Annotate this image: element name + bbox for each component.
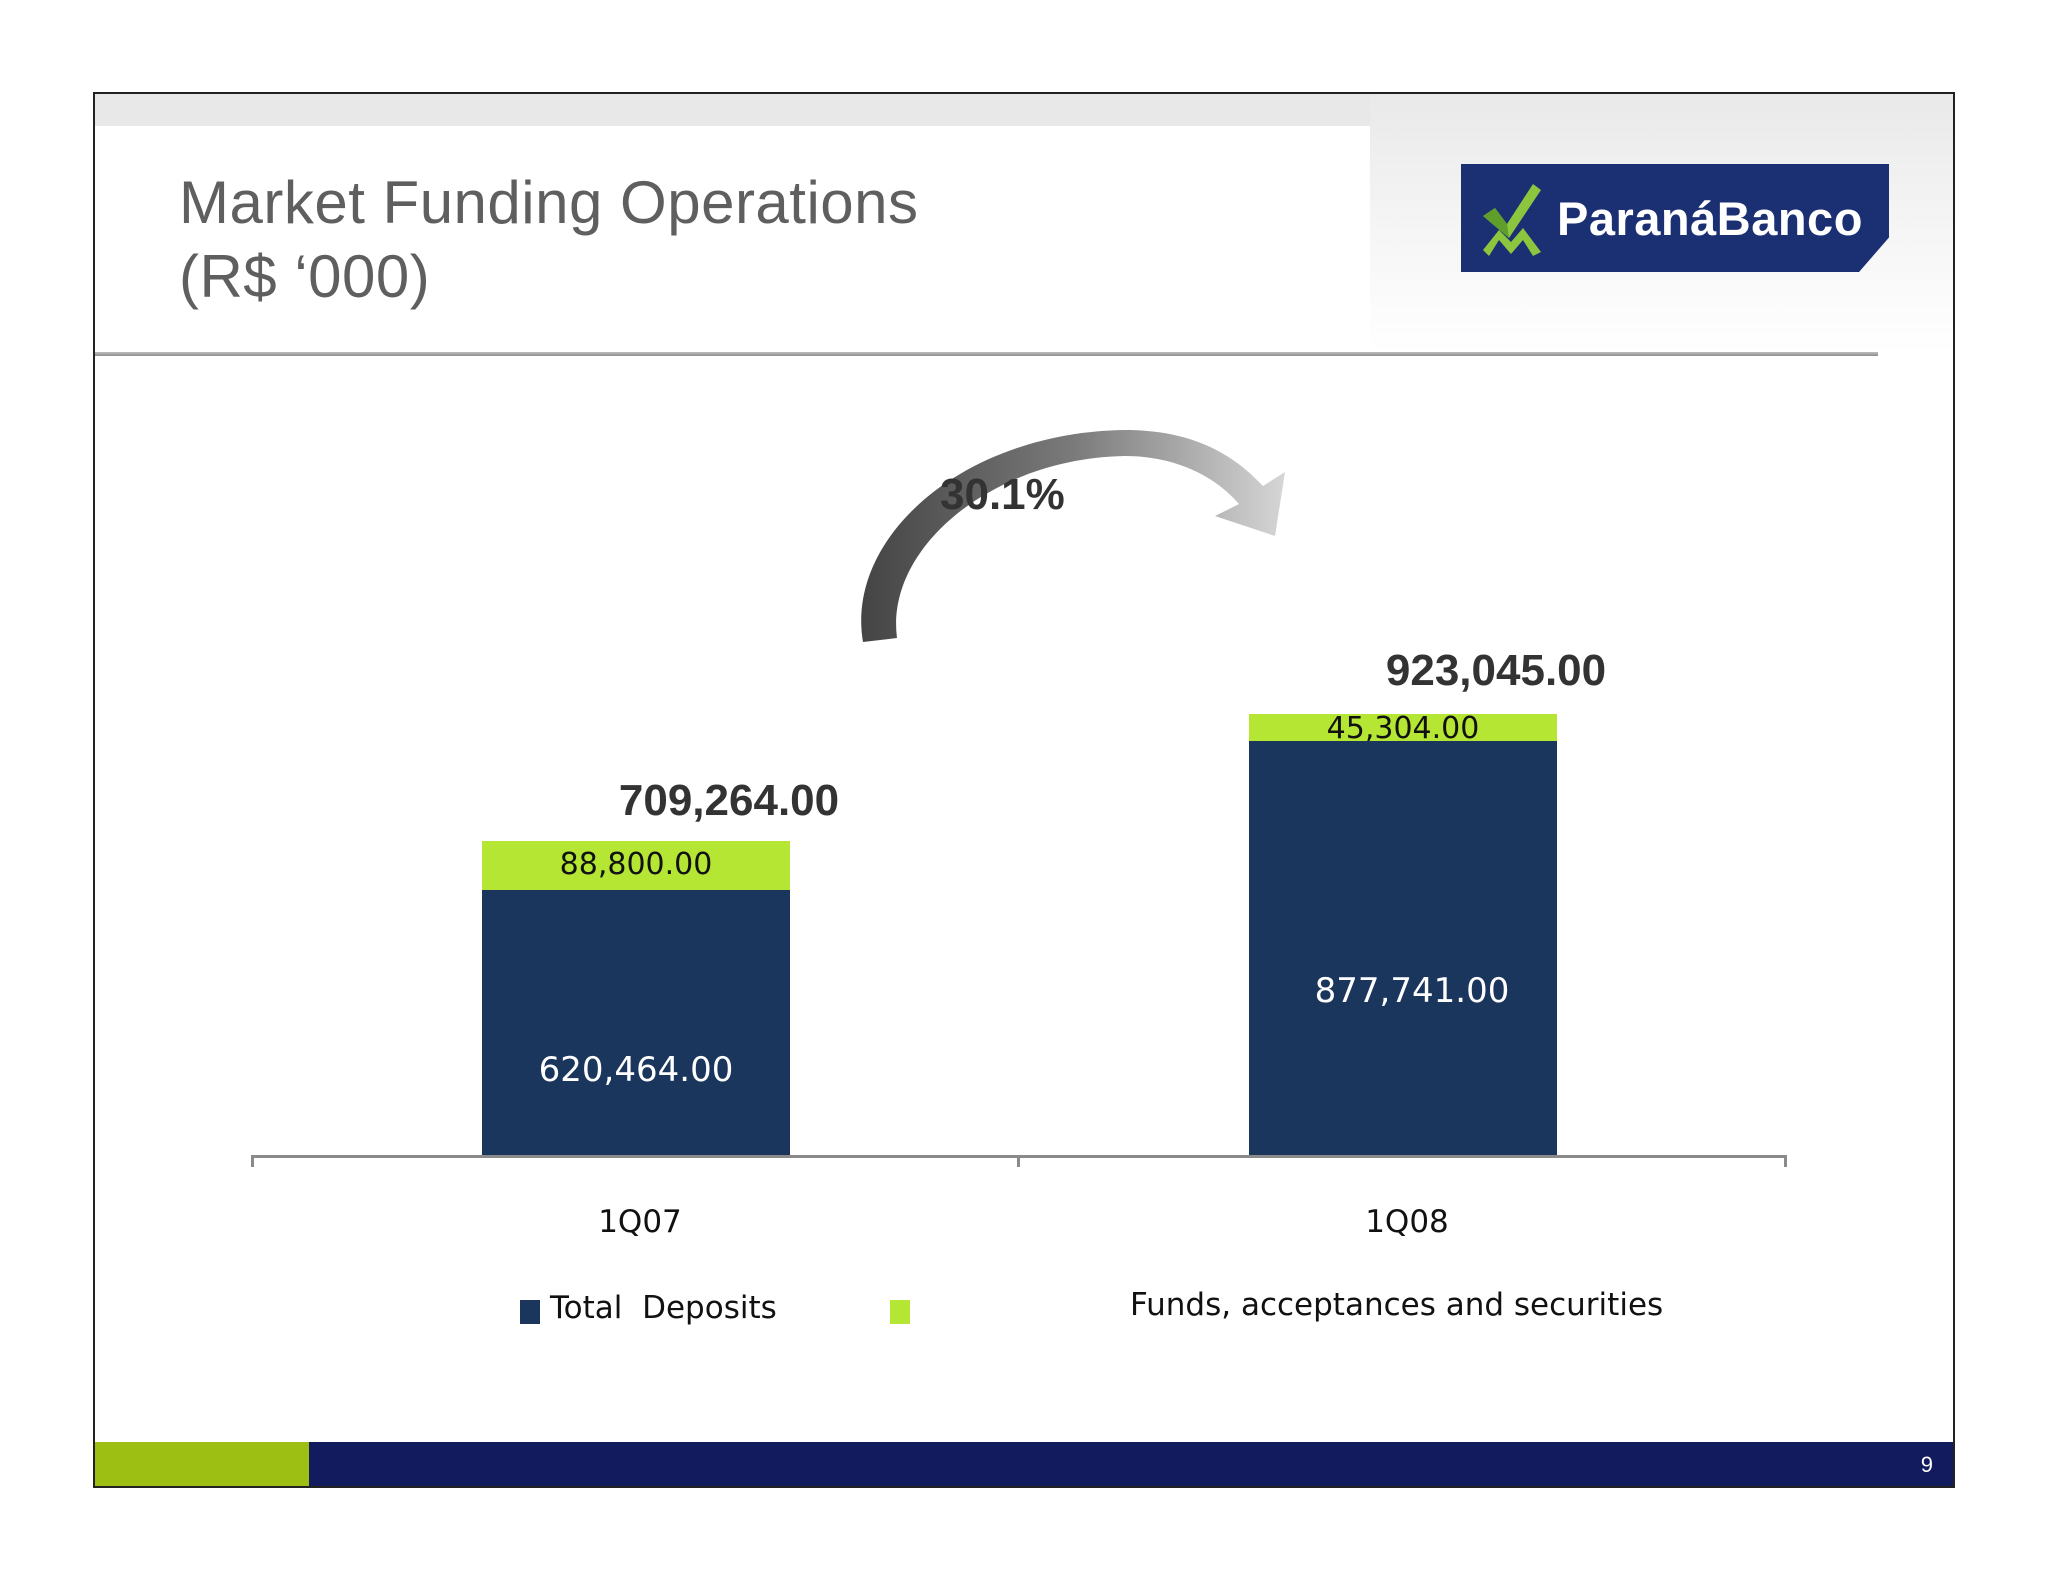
bar-segment-deposits-1q08: 877,741.00: [1249, 741, 1557, 1155]
paranabanco-logo: ParanáBanco: [1461, 164, 1889, 272]
bar-1q07: 88,800.00 620,464.00: [482, 841, 790, 1155]
footer-accent: [95, 1442, 309, 1486]
bar-total-label-1q07: 709,264.00: [618, 776, 840, 825]
x-tick-label-1q08: 1Q08: [1365, 1204, 1449, 1240]
legend-swatch-deposits: [520, 1300, 540, 1324]
title-line-1: Market Funding Operations: [179, 169, 919, 236]
legend-label-funds: Funds, acceptances and securities: [1130, 1287, 1664, 1323]
legend-swatch-funds: [890, 1300, 910, 1324]
segment-label-deposits-1q08: 877,741.00: [1314, 971, 1510, 1011]
header-separator: [95, 352, 1878, 356]
segment-label-funds-1q07: 88,800.00: [559, 847, 713, 882]
legend-label-deposits: Total Deposits: [550, 1290, 777, 1326]
slide: Market Funding Operations (R$ ‘000) Para…: [93, 92, 1955, 1488]
x-axis-tick: [1784, 1155, 1787, 1167]
page-number: 9: [1920, 1452, 1933, 1477]
footer-band: 9: [95, 1442, 1953, 1486]
title-line-2: (R$ ‘000): [179, 243, 431, 310]
x-axis-tick: [1017, 1155, 1020, 1167]
bar-total-label-1q08: 923,045.00: [1385, 646, 1607, 695]
segment-label-deposits-1q07: 620,464.00: [538, 1050, 734, 1090]
bar-segment-funds-1q07: 88,800.00: [482, 841, 790, 890]
page-title: Market Funding Operations (R$ ‘000): [179, 166, 919, 314]
paranabanco-check-logo-icon: [1483, 184, 1541, 256]
x-axis-tick: [251, 1155, 254, 1167]
bar-segment-funds-1q08: 45,304.00: [1249, 711, 1557, 746]
growth-annotation: 30.1%: [940, 470, 1065, 519]
bar-1q08: 45,304.00 877,741.00: [1249, 711, 1557, 1155]
curved-arrow-icon: [861, 430, 1285, 642]
x-tick-label-1q07: 1Q07: [598, 1204, 682, 1240]
stacked-bar-chart: 30.1% 709,264.00 88,800.00 620,464.00 92…: [95, 356, 1953, 1446]
segment-label-funds-1q08: 45,304.00: [1326, 711, 1480, 746]
chart-legend: Total Deposits Funds, acceptances and se…: [95, 1287, 1953, 1340]
bar-segment-deposits-1q07: 620,464.00: [482, 890, 790, 1155]
logo-text: ParanáBanco: [1557, 191, 1863, 245]
